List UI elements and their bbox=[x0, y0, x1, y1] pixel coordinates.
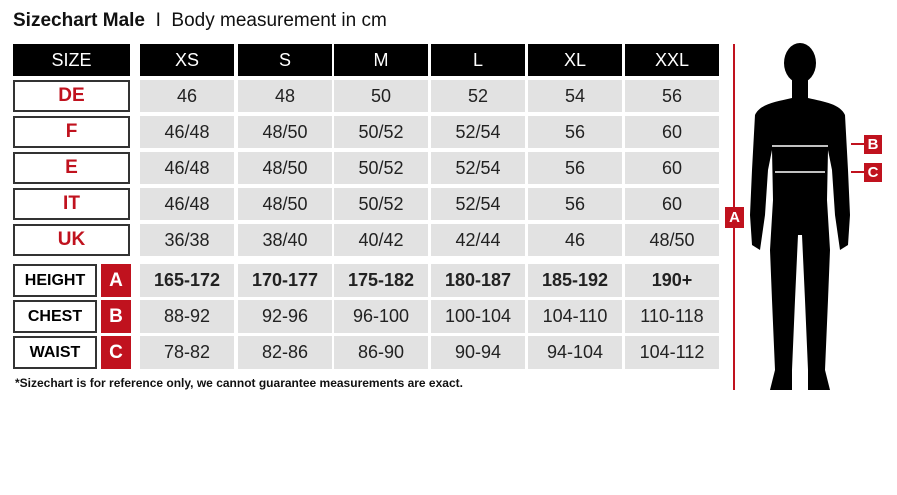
table-cell: 38/40 bbox=[238, 224, 332, 256]
table-cell: 52/54 bbox=[431, 152, 525, 184]
table-cell: 175-182 bbox=[334, 264, 428, 297]
table-cell: 42/44 bbox=[431, 224, 525, 256]
measure-letter: B bbox=[101, 300, 131, 333]
measure-letter: C bbox=[101, 336, 131, 369]
row-label-it: IT bbox=[13, 188, 130, 220]
footnote: *Sizechart is for reference only, we can… bbox=[15, 376, 463, 390]
table-cell: 96-100 bbox=[334, 300, 428, 333]
table-cell: 56 bbox=[625, 80, 719, 112]
table-cell: 60 bbox=[625, 188, 719, 220]
table-cell: 185-192 bbox=[528, 264, 622, 297]
table-cell: 50/52 bbox=[334, 188, 428, 220]
marker-c: C bbox=[864, 163, 882, 182]
table-cell: 50/52 bbox=[334, 116, 428, 148]
row-label-f: F bbox=[13, 116, 130, 148]
table-cell: 86-90 bbox=[334, 336, 428, 369]
size-header: SIZE bbox=[13, 44, 130, 76]
measure-label-height: HEIGHT bbox=[13, 264, 97, 297]
table-cell: 165-172 bbox=[140, 264, 234, 297]
table-cell: 48/50 bbox=[625, 224, 719, 256]
marker-b: B bbox=[864, 135, 882, 154]
size-header-xl: XL bbox=[528, 44, 622, 76]
row-label-e: E bbox=[13, 152, 130, 184]
table-cell: 52/54 bbox=[431, 188, 525, 220]
table-cell: 54 bbox=[528, 80, 622, 112]
table-cell: 56 bbox=[528, 152, 622, 184]
measure-label-chest: CHEST bbox=[13, 300, 97, 333]
table-cell: 46/48 bbox=[140, 152, 234, 184]
table-cell: 82-86 bbox=[238, 336, 332, 369]
table-cell: 36/38 bbox=[140, 224, 234, 256]
row-label-uk: UK bbox=[13, 224, 130, 256]
table-cell: 94-104 bbox=[528, 336, 622, 369]
size-header-xxl: XXL bbox=[625, 44, 719, 76]
table-cell: 60 bbox=[625, 152, 719, 184]
table-cell: 50/52 bbox=[334, 152, 428, 184]
table-cell: 52 bbox=[431, 80, 525, 112]
table-cell: 48 bbox=[238, 80, 332, 112]
table-cell: 48/50 bbox=[238, 116, 332, 148]
table-cell: 46/48 bbox=[140, 188, 234, 220]
table-cell: 48/50 bbox=[238, 152, 332, 184]
table-cell: 92-96 bbox=[238, 300, 332, 333]
table-cell: 78-82 bbox=[140, 336, 234, 369]
table-cell: 60 bbox=[625, 116, 719, 148]
table-cell: 104-110 bbox=[528, 300, 622, 333]
measure-letter: A bbox=[101, 264, 131, 297]
table-cell: 56 bbox=[528, 116, 622, 148]
table-cell: 90-94 bbox=[431, 336, 525, 369]
table-cell: 52/54 bbox=[431, 116, 525, 148]
size-header-xs: XS bbox=[140, 44, 234, 76]
table-cell: 56 bbox=[528, 188, 622, 220]
table-cell: 100-104 bbox=[431, 300, 525, 333]
table-cell: 110-118 bbox=[625, 300, 719, 333]
table-cell: 46 bbox=[528, 224, 622, 256]
size-header-s: S bbox=[238, 44, 332, 76]
table-cell: 170-177 bbox=[238, 264, 332, 297]
body bbox=[750, 80, 850, 390]
table-cell: 46 bbox=[140, 80, 234, 112]
marker-a: A bbox=[725, 207, 744, 228]
measure-label-waist: WAIST bbox=[13, 336, 97, 369]
size-header-l: L bbox=[431, 44, 525, 76]
table-cell: 48/50 bbox=[238, 188, 332, 220]
table-cell: 190+ bbox=[625, 264, 719, 297]
table-cell: 180-187 bbox=[431, 264, 525, 297]
table-cell: 50 bbox=[334, 80, 428, 112]
head bbox=[784, 43, 816, 83]
table-cell: 104-112 bbox=[625, 336, 719, 369]
table-cell: 88-92 bbox=[140, 300, 234, 333]
size-header-m: M bbox=[334, 44, 428, 76]
page-title: Sizechart Male I Body measurement in cm bbox=[13, 10, 387, 31]
table-cell: 40/42 bbox=[334, 224, 428, 256]
row-label-de: DE bbox=[13, 80, 130, 112]
table-cell: 46/48 bbox=[140, 116, 234, 148]
